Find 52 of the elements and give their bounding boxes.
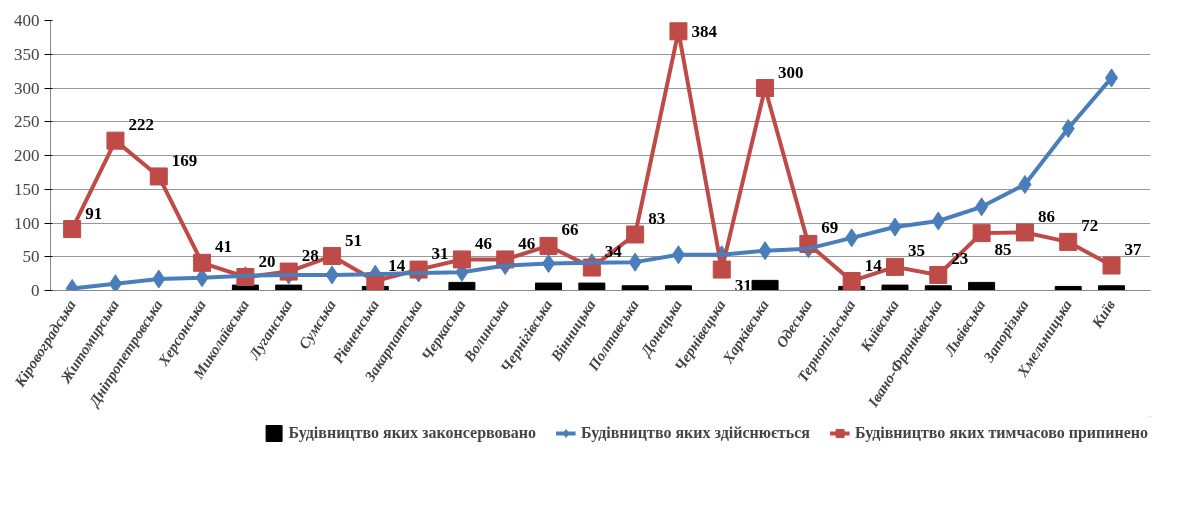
data-label: 85 (994, 239, 1012, 259)
y-tick-label: 200 (14, 146, 40, 165)
point (972, 224, 991, 243)
point (539, 236, 558, 255)
point (63, 220, 82, 239)
y-tick-label: 300 (14, 78, 40, 98)
data-label: 222 (128, 115, 154, 135)
point (929, 265, 948, 284)
data-label: 69 (821, 218, 839, 238)
point (1059, 232, 1078, 251)
data-label: 51 (345, 230, 362, 250)
point (712, 260, 731, 279)
y-tick-label: 50 (22, 247, 40, 267)
point (756, 79, 775, 97)
legend-label: Будівництво яких тимчасово припинено (854, 424, 1148, 442)
point (452, 250, 471, 269)
point (323, 247, 341, 266)
data-label: 384 (691, 21, 718, 41)
data-label: 46 (518, 233, 536, 253)
point (885, 257, 904, 276)
y-tick-label: 350 (14, 44, 40, 64)
y-tick-label: 400 (14, 11, 40, 30)
point (626, 225, 645, 244)
point (149, 167, 168, 186)
data-label: 46 (474, 233, 492, 253)
data-label: 14 (388, 255, 406, 275)
point (193, 253, 212, 272)
data-label: 66 (561, 220, 579, 240)
y-tick-label: 250 (14, 112, 40, 132)
data-label: 72 (1081, 216, 1099, 236)
point (106, 131, 125, 150)
y-tick-label: 150 (14, 179, 40, 199)
data-label: 37 (1124, 240, 1143, 260)
point (842, 272, 861, 291)
point (1015, 223, 1034, 242)
data-label: 20 (258, 251, 276, 271)
data-label: 14 (864, 255, 883, 275)
y-tick-label: 100 (14, 213, 40, 233)
point (669, 22, 688, 41)
data-label: 86 (1037, 206, 1055, 226)
y-tick-label: 0 (31, 281, 40, 300)
legend-label: Будівництво яких здійснюється (581, 424, 810, 442)
data-label: 31 (431, 244, 449, 264)
data-label: 83 (648, 208, 666, 228)
data-label: 169 (171, 150, 198, 170)
data-label: 28 (301, 246, 319, 266)
data-label: 300 (778, 62, 804, 82)
data-label: 91 (85, 203, 103, 223)
data-label: 35 (907, 241, 925, 261)
data-label: 41 (215, 237, 233, 257)
legend-label: Будівництво яких законсервовано (288, 424, 537, 442)
point (1102, 256, 1121, 275)
